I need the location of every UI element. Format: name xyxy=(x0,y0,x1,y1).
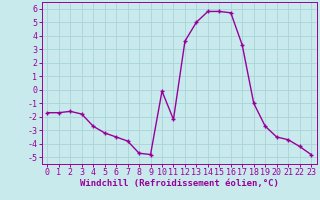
X-axis label: Windchill (Refroidissement éolien,°C): Windchill (Refroidissement éolien,°C) xyxy=(80,179,279,188)
